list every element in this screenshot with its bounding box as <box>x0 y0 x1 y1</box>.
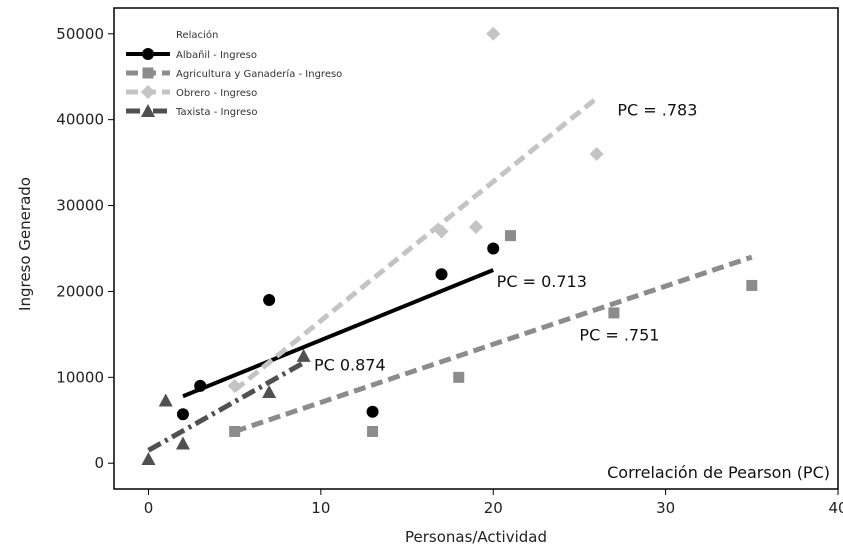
axes: 0 10 20 30 40 0 10000 20000 30000 40000 50000 <box>56 25 843 517</box>
x-tick-label: 30 <box>656 499 675 517</box>
pc-label-taxista: PC 0.874 <box>314 355 386 374</box>
y-tick-label: 20000 <box>56 282 104 300</box>
fit-line-agricultura-y-ganaderia <box>233 254 753 434</box>
fit-line-taxista <box>147 360 305 453</box>
y-tick-label: 40000 <box>56 111 104 129</box>
legend-title: Relación <box>176 29 218 41</box>
x-tick-label: 40 <box>828 499 843 517</box>
x-axis-title: Personas/Actividad <box>405 528 547 546</box>
point-taxista <box>262 384 277 398</box>
point-agricultura-y-ganaderia <box>367 425 379 437</box>
y-tick-label: 0 <box>94 454 104 472</box>
point-taxista <box>296 348 311 362</box>
point-taxista <box>175 436 190 450</box>
point-agricultura-y-ganaderia <box>229 425 241 437</box>
plot-frame <box>113 7 839 490</box>
x-tick-label: 0 <box>144 499 154 517</box>
pc-annotations: PC = 0.713 PC = .751 PC = .783 PC 0.874 <box>314 100 697 374</box>
point-taxista <box>141 451 156 465</box>
legend-marker-obrero <box>141 85 155 99</box>
point-obrero <box>227 378 242 393</box>
pc-label-obrero: PC = .783 <box>617 100 697 119</box>
x-tick-label: 20 <box>484 499 503 517</box>
point-agricultura-y-ganaderia <box>608 307 620 319</box>
point-taxista <box>158 393 173 407</box>
y-axis-title: Ingreso Generado <box>16 177 34 311</box>
corner-note: Correlación de Pearson (PC) <box>607 463 830 482</box>
point-agricultura-y-ganaderia <box>453 371 465 383</box>
legend-label-obrero: Obrero - Ingreso <box>176 88 257 99</box>
point-obrero <box>486 26 501 41</box>
point-obrero <box>589 147 604 162</box>
fit-lines <box>147 96 753 453</box>
legend-label-albanil: Albañil - Ingreso <box>176 50 257 61</box>
legend-label-taxista: Taxista - Ingreso <box>175 107 258 118</box>
legend-marker-taxista <box>141 104 155 117</box>
point-obrero <box>434 224 449 239</box>
legend-marker-albanil <box>142 48 154 60</box>
point-albanil <box>487 242 500 255</box>
fit-line-albanil <box>182 268 494 399</box>
point-albanil <box>435 268 448 281</box>
point-agricultura-y-ganaderia <box>746 279 758 291</box>
x-tick-label: 10 <box>311 499 330 517</box>
pc-label-agricultura-y-ganaderia: PC = .751 <box>579 325 659 344</box>
point-albanil <box>366 405 379 418</box>
fit-line-obrero <box>233 96 599 393</box>
data-markers <box>141 26 758 465</box>
point-obrero <box>469 220 483 235</box>
point-albanil <box>263 294 276 307</box>
point-albanil <box>194 379 207 392</box>
y-tick-label: 10000 <box>56 368 104 386</box>
y-tick-label: 50000 <box>56 25 104 43</box>
pc-label-albanil: PC = 0.713 <box>497 272 587 291</box>
point-agricultura-y-ganaderia <box>504 230 516 242</box>
point-albanil <box>176 408 189 421</box>
legend: Relación Albañil - Ingreso Agricultura y … <box>126 29 342 118</box>
legend-label-agricultura-y-ganaderia: Agricultura y Ganadería - Ingreso <box>176 68 342 80</box>
y-tick-label: 30000 <box>56 197 104 215</box>
legend-marker-agricultura-y-ganaderia <box>142 67 154 79</box>
